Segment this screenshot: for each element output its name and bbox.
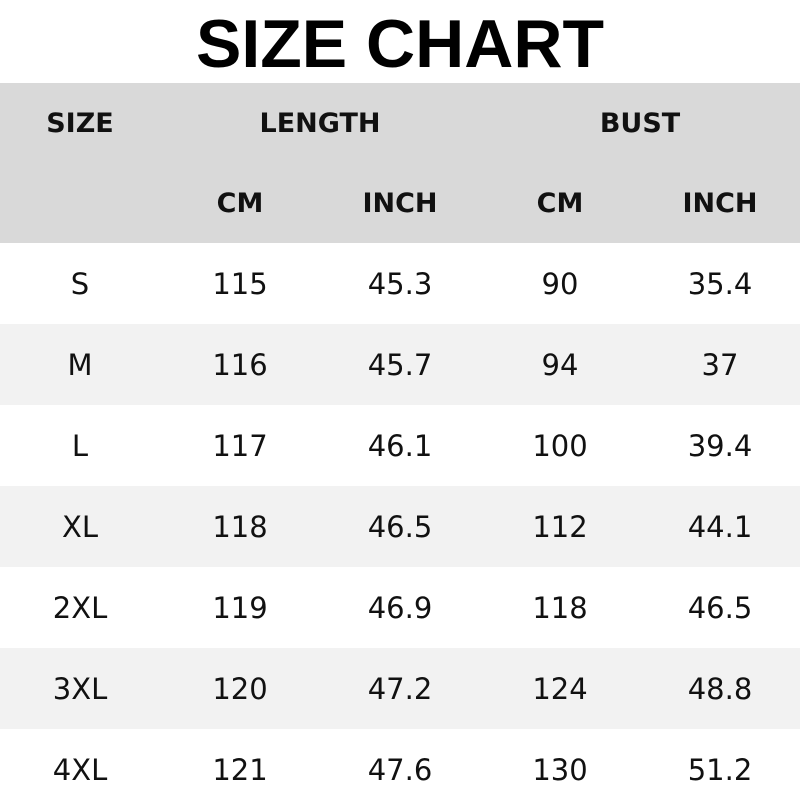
table-row: 2XL 119 46.9 118 46.5 bbox=[0, 567, 800, 648]
cell-bust-inch: 39.4 bbox=[687, 428, 753, 463]
cell-size: 2XL bbox=[52, 590, 108, 625]
cell-bust-cm: 124 bbox=[532, 671, 588, 706]
table-row: S 115 45.3 90 35.4 bbox=[0, 243, 800, 324]
cell-length-cm: 119 bbox=[212, 590, 268, 625]
cell-bust-cm: 130 bbox=[532, 752, 588, 787]
cell-size: 4XL bbox=[52, 752, 108, 787]
table-row: L 117 46.1 100 39.4 bbox=[0, 405, 800, 486]
cell-length-inch: 45.3 bbox=[367, 266, 433, 301]
header-empty bbox=[0, 163, 160, 243]
cell-bust-inch: 35.4 bbox=[687, 266, 753, 301]
cell-bust-inch: 48.8 bbox=[687, 671, 753, 706]
cell-bust-inch: 51.2 bbox=[687, 752, 753, 787]
table-row: 3XL 120 47.2 124 48.8 bbox=[0, 648, 800, 729]
cell-length-inch: 46.5 bbox=[367, 509, 433, 544]
table-header: SIZE LENGTH BUST CM INCH CM INCH bbox=[0, 83, 800, 243]
header-row-units: CM INCH CM INCH bbox=[0, 163, 800, 243]
cell-length-cm: 121 bbox=[212, 752, 268, 787]
cell-bust-cm: 90 bbox=[541, 266, 579, 301]
cell-bust-inch: 37 bbox=[701, 347, 739, 382]
table-row: M 116 45.7 94 37 bbox=[0, 324, 800, 405]
page-title: SIZE CHART bbox=[196, 6, 604, 82]
header-size: SIZE bbox=[46, 107, 114, 139]
cell-length-inch: 47.6 bbox=[367, 752, 433, 787]
cell-length-inch: 46.9 bbox=[367, 590, 433, 625]
cell-length-inch: 47.2 bbox=[367, 671, 433, 706]
cell-length-cm: 115 bbox=[212, 266, 268, 301]
cell-length-cm: 118 bbox=[212, 509, 268, 544]
cell-length-inch: 45.7 bbox=[367, 347, 433, 382]
cell-size: 3XL bbox=[52, 671, 108, 706]
cell-length-inch: 46.1 bbox=[367, 428, 433, 463]
cell-bust-inch: 46.5 bbox=[687, 590, 753, 625]
cell-size: M bbox=[67, 347, 93, 382]
header-bust: BUST bbox=[599, 107, 681, 139]
cell-bust-cm: 94 bbox=[541, 347, 579, 382]
cell-bust-inch: 44.1 bbox=[687, 509, 753, 544]
header-bust-inch: INCH bbox=[682, 187, 758, 219]
header-row-groups: SIZE LENGTH BUST bbox=[0, 83, 800, 163]
header-bust-cm: CM bbox=[536, 187, 584, 219]
cell-size: L bbox=[71, 428, 89, 463]
cell-size: XL bbox=[61, 509, 99, 544]
header-length-cm: CM bbox=[216, 187, 264, 219]
table-row: 4XL 121 47.6 130 51.2 bbox=[0, 729, 800, 810]
header-length-inch: INCH bbox=[362, 187, 438, 219]
cell-bust-cm: 112 bbox=[532, 509, 588, 544]
cell-bust-cm: 100 bbox=[532, 428, 588, 463]
header-length: LENGTH bbox=[259, 107, 381, 139]
cell-length-cm: 116 bbox=[212, 347, 268, 382]
cell-bust-cm: 118 bbox=[532, 590, 588, 625]
cell-length-cm: 117 bbox=[212, 428, 268, 463]
cell-length-cm: 120 bbox=[212, 671, 268, 706]
table-row: XL 118 46.5 112 44.1 bbox=[0, 486, 800, 567]
cell-size: S bbox=[70, 266, 90, 301]
table-body: S 115 45.3 90 35.4 M 116 45.7 94 37 L 117 46.1 100 39.… bbox=[0, 243, 800, 810]
